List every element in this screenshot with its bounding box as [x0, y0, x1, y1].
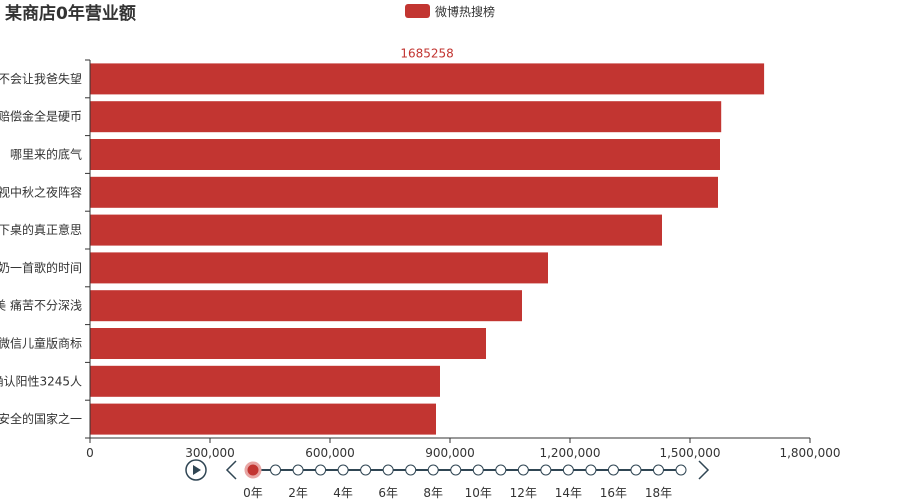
timeline-point[interactable] — [675, 464, 687, 476]
x-tick-label: 300,000 — [185, 446, 235, 460]
bar[interactable] — [90, 101, 722, 133]
timeline-point[interactable] — [382, 464, 394, 476]
legend[interactable]: 微博热搜榜 — [405, 4, 495, 19]
timeline-label: 4年 — [333, 486, 353, 500]
category-label: 不会让我爸失望 — [0, 71, 82, 86]
category-label: 安全的国家之一 — [0, 411, 82, 426]
timeline-label: 16年 — [600, 486, 627, 500]
legend-swatch[interactable] — [405, 4, 430, 18]
x-tick-label: 1,500,000 — [659, 446, 720, 460]
x-tick-label: 1,800,000 — [779, 446, 840, 460]
category-label: 美 痛苦不分深浅 — [0, 298, 82, 313]
timeline-point[interactable] — [495, 464, 507, 476]
bar[interactable] — [90, 139, 720, 170]
category-label: 微信儿童版商标 — [0, 336, 82, 351]
timeline-point[interactable] — [450, 464, 462, 476]
bar[interactable] — [90, 176, 718, 208]
x-tick-label: 600,000 — [305, 446, 355, 460]
play-icon[interactable] — [185, 459, 207, 481]
timeline-label: 10年 — [465, 486, 492, 500]
timeline-point[interactable] — [472, 464, 484, 476]
timeline-point[interactable] — [630, 464, 642, 476]
bar[interactable] — [90, 403, 436, 435]
bar[interactable] — [90, 214, 662, 246]
category-label: 确认阳性3245人 — [0, 374, 82, 388]
timeline-label: 0年 — [243, 486, 263, 500]
play-icon-triangle[interactable] — [193, 465, 201, 475]
play-button[interactable] — [185, 459, 207, 481]
timeline-point[interactable] — [244, 461, 262, 479]
bar[interactable] — [90, 365, 440, 397]
timeline-point[interactable] — [405, 464, 417, 476]
x-tick-label: 0 — [86, 446, 94, 460]
timeline-label: 14年 — [555, 486, 582, 500]
plot-area: 1685258 — [90, 46, 765, 435]
timeline-point[interactable] — [292, 464, 304, 476]
timeline-point[interactable] — [427, 464, 439, 476]
x-tick-label: 1,200,000 — [539, 446, 600, 460]
legend-label[interactable]: 微博热搜榜 — [435, 4, 495, 19]
timeline-labels: 0年 2年 4年 6年 8年 10年 12年 14年 16年 18年 — [243, 486, 672, 500]
bar[interactable] — [90, 328, 486, 359]
chevron-right-icon[interactable] — [698, 460, 710, 480]
timeline-point[interactable] — [337, 464, 349, 476]
category-label: 下桌的真正意思 — [0, 222, 82, 237]
x-axis: 0 300,000 600,000 900,000 1,200,000 1,500,000… — [86, 437, 841, 460]
x-tick-label: 900,000 — [425, 446, 475, 460]
timeline-point[interactable] — [270, 464, 282, 476]
timeline-label: 8年 — [423, 486, 443, 500]
category-label: 哪里来的底气 — [10, 147, 82, 162]
category-label: 视中秋之夜阵容 — [0, 184, 82, 199]
timeline-point[interactable] — [517, 464, 529, 476]
data-label: 1685258 — [400, 46, 453, 60]
timeline-label: 2年 — [288, 486, 308, 500]
timeline-point[interactable] — [652, 464, 664, 476]
timeline-point[interactable] — [315, 464, 327, 476]
bar[interactable] — [90, 252, 548, 284]
timeline-label: 18年 — [645, 486, 672, 500]
timeline-point[interactable] — [540, 464, 552, 476]
chevron-left-icon[interactable] — [225, 460, 237, 480]
category-label: 赔偿金全是硬币 — [0, 109, 82, 124]
chart-title: 某商店0年营业额 — [5, 3, 136, 24]
timeline-label: 12年 — [510, 486, 537, 500]
bar[interactable] — [90, 290, 522, 322]
timeline-points[interactable] — [244, 461, 687, 479]
bar[interactable] — [90, 63, 765, 95]
timeline-point[interactable] — [562, 464, 574, 476]
timeline[interactable]: 0年 2年 4年 6年 8年 10年 12年 14年 16年 18年 — [185, 459, 710, 500]
timeline-point[interactable] — [607, 464, 619, 476]
timeline-label: 6年 — [378, 486, 398, 500]
timeline-point[interactable] — [585, 464, 597, 476]
timeline-point[interactable] — [360, 464, 372, 476]
category-label: 奶一首歌的时间 — [0, 260, 82, 275]
